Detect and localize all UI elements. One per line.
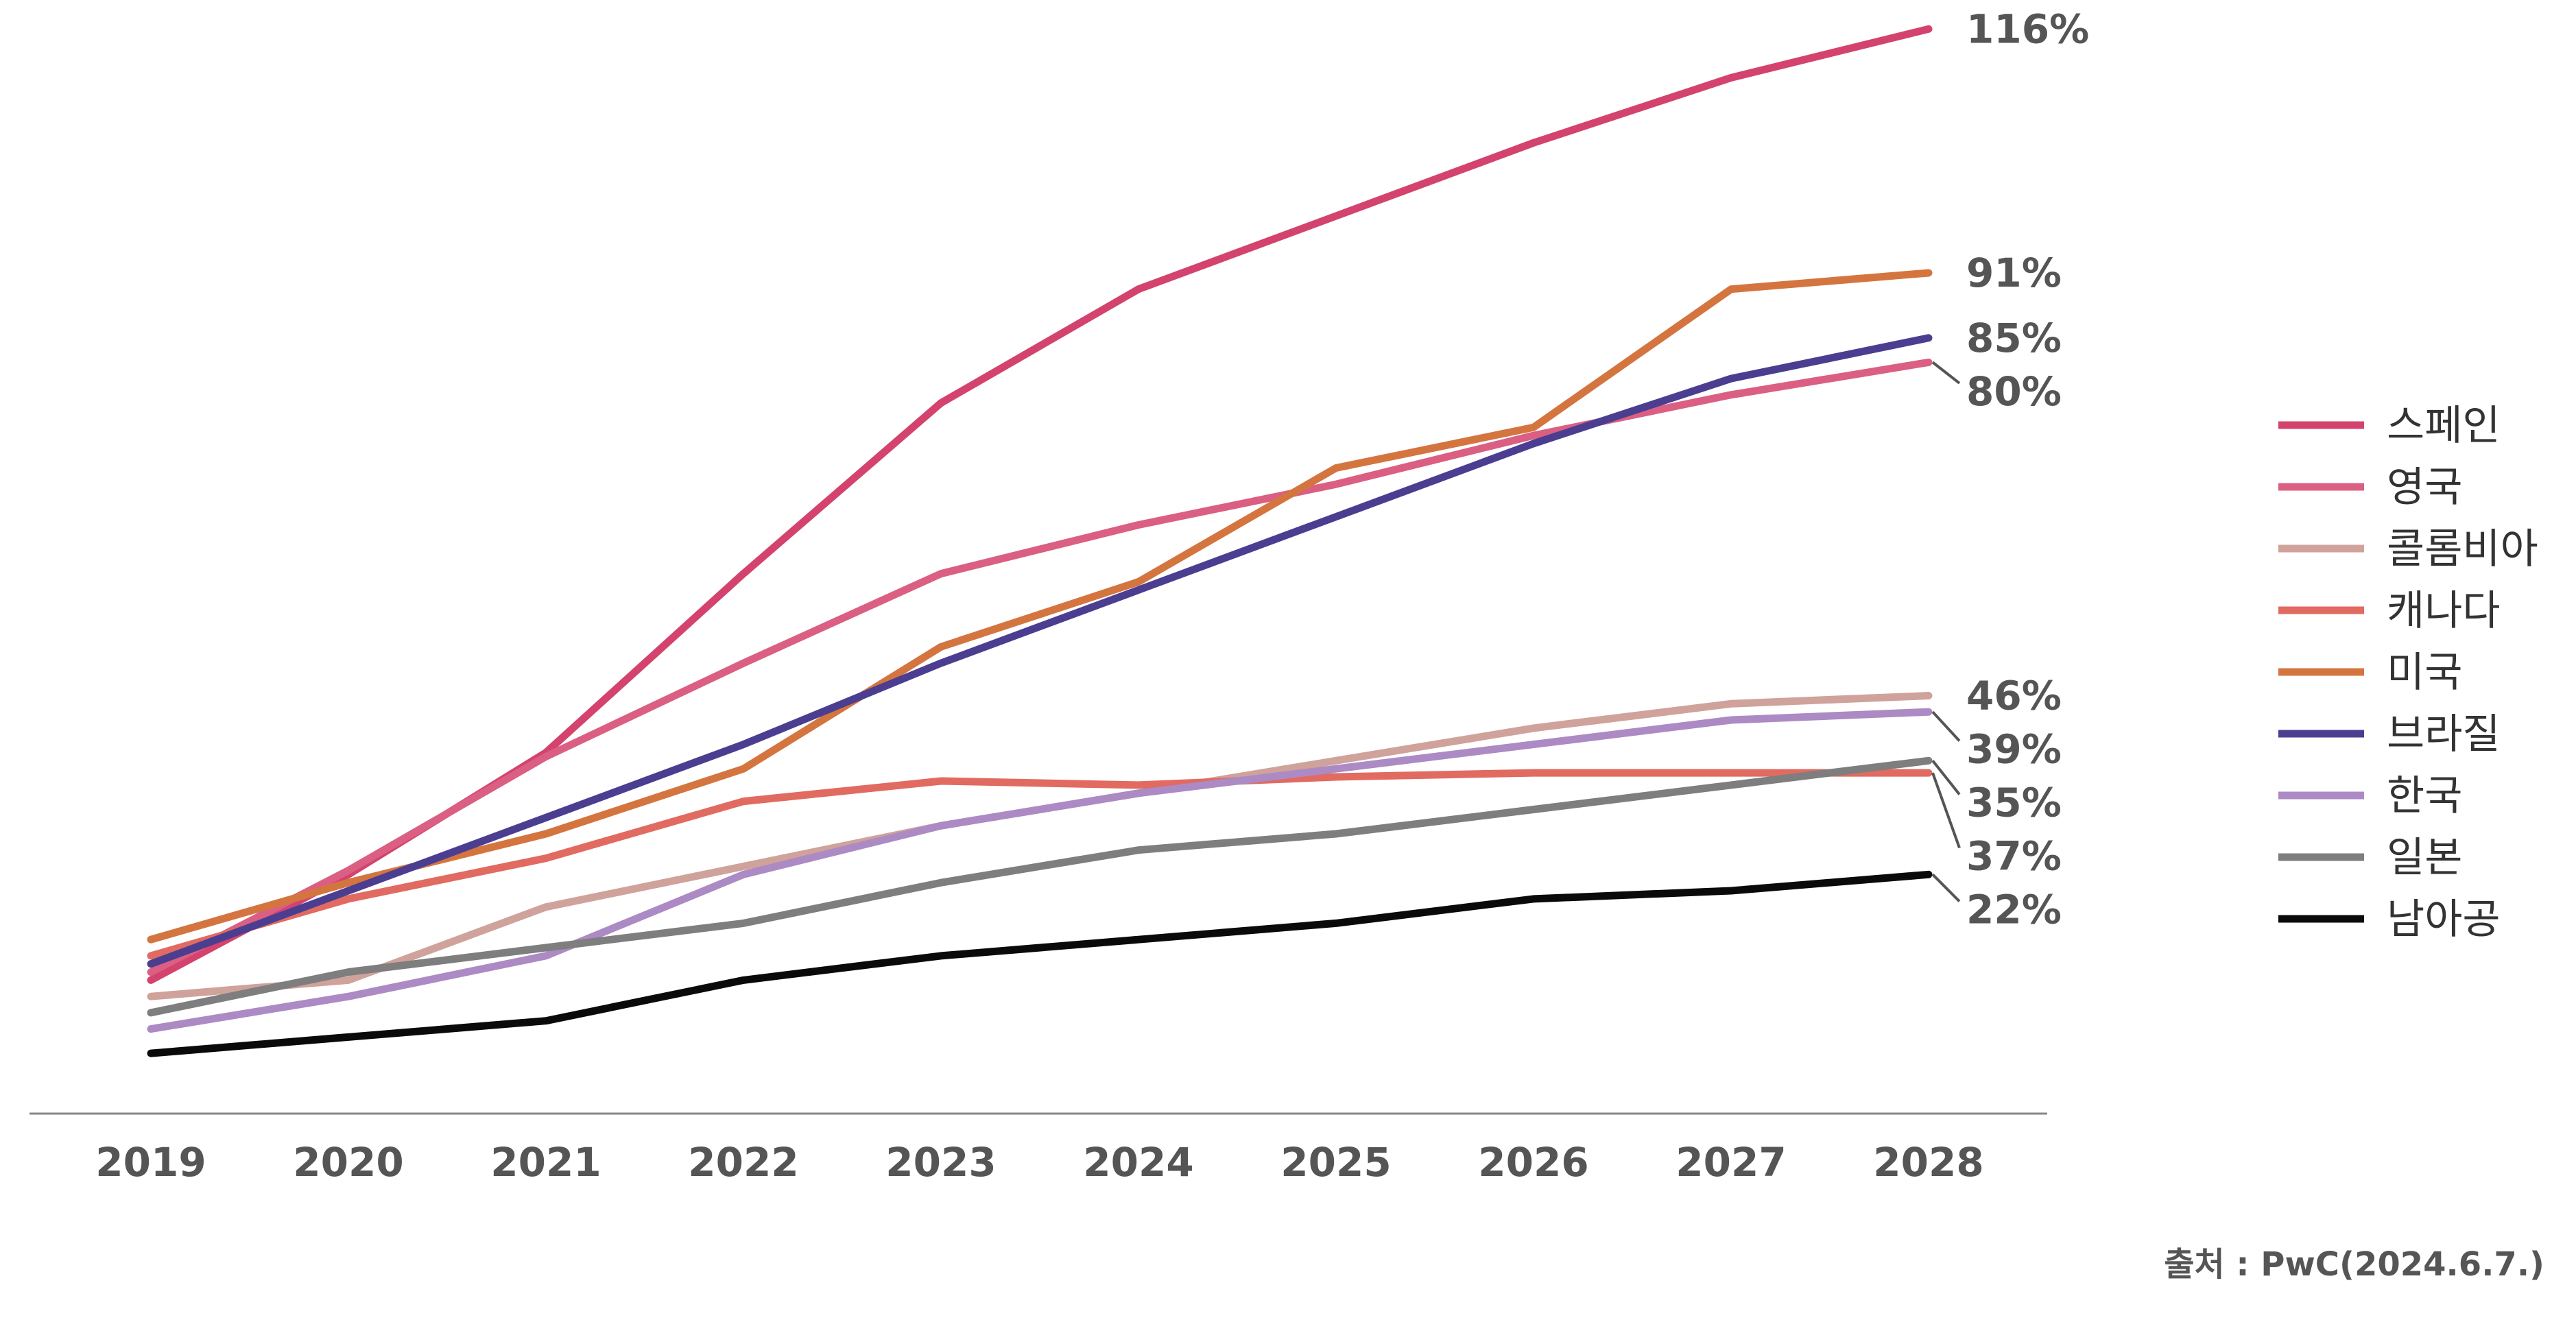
series-line	[147, 708, 1933, 1033]
end-label-leader	[1931, 873, 1961, 902]
end-label: 39%	[1966, 725, 2062, 772]
end-label-leader	[1931, 760, 1961, 795]
legend-label: 영국	[2387, 464, 2462, 512]
end-label: 37%	[1966, 832, 2062, 879]
x-tick-label: 2026	[1478, 1139, 1588, 1186]
legend-label: 미국	[2387, 649, 2462, 697]
x-tick-label: 2027	[1675, 1139, 1786, 1186]
series-line	[147, 769, 1933, 960]
series-line	[147, 334, 1933, 968]
x-tick-label: 2025	[1280, 1139, 1391, 1186]
legend-label: 브라질	[2387, 710, 2501, 758]
end-label: 35%	[1966, 779, 2062, 826]
end-labels: 116% 91% 85% 80% 46% 39% 35% 37% 22%	[1931, 5, 2089, 933]
legend-label: 한국	[2387, 772, 2462, 820]
series-line	[147, 25, 1933, 984]
series-line	[147, 269, 1933, 944]
end-label-leader	[1931, 772, 1961, 849]
series-lines	[147, 25, 1933, 1057]
x-tick-label: 2020	[293, 1139, 403, 1186]
series-line	[147, 870, 1933, 1057]
x-tick-label: 2021	[490, 1139, 601, 1186]
end-label: 22%	[1966, 886, 2062, 933]
x-tick-label: 2028	[1873, 1139, 1983, 1186]
x-tick-label: 2022	[688, 1139, 798, 1186]
end-label-leader	[1931, 361, 1961, 385]
end-label: 91%	[1966, 250, 2062, 296]
x-tick-label: 2023	[885, 1139, 996, 1186]
end-label-leader	[1931, 710, 1961, 742]
end-label: 46%	[1966, 672, 2062, 719]
end-label: 116%	[1966, 5, 2089, 52]
series-line	[147, 756, 1933, 1017]
x-tick-label: 2019	[95, 1139, 206, 1186]
legend-label: 스페인	[2387, 402, 2501, 450]
x-tick-labels: 2019 2020 2021 2022 2023 2024 2025 2026 2027 2028	[95, 1139, 1983, 1186]
end-label: 80%	[1966, 368, 2062, 415]
legend-label: 일본	[2387, 834, 2462, 882]
source-note: 출처 : PwC(2024.6.7.)	[2164, 1245, 2544, 1284]
legend-label: 콜롬비아	[2387, 525, 2538, 573]
end-label: 85%	[1966, 315, 2062, 361]
x-tick-label: 2024	[1083, 1139, 1193, 1186]
series-line	[147, 358, 1933, 976]
legend-label: 캐나다	[2387, 587, 2501, 635]
legend-label: 남아공	[2387, 896, 2501, 944]
